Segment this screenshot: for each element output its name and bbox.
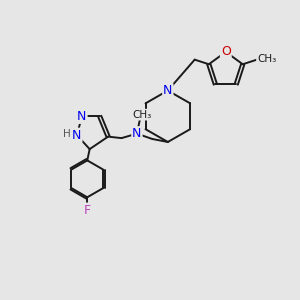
Text: CH₃: CH₃ — [257, 54, 276, 64]
Text: H: H — [64, 129, 71, 139]
Text: F: F — [84, 203, 91, 217]
Text: O: O — [221, 45, 231, 58]
Text: N: N — [163, 84, 172, 97]
Text: N: N — [132, 127, 142, 140]
Text: N: N — [72, 129, 82, 142]
Text: N: N — [77, 110, 87, 123]
Text: CH₃: CH₃ — [133, 110, 152, 120]
